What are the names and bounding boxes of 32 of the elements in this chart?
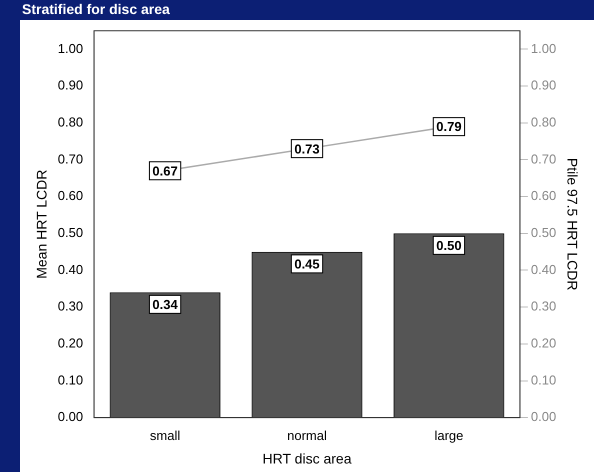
y2-tick-label: 0.90 <box>530 78 556 93</box>
y-tick-label: 0.90 <box>58 78 84 93</box>
y2-tick-label: 1.00 <box>530 40 556 56</box>
y-tick-label: 0.10 <box>58 372 84 388</box>
y-tick-label: 0.70 <box>58 151 84 166</box>
y-tick-label: 1.00 <box>58 40 84 56</box>
data-label: 0.45 <box>294 256 320 272</box>
y-tick-label: 0.00 <box>58 409 84 424</box>
y2-tick-label: 0.50 <box>530 224 556 240</box>
y2-tick-label: 0.00 <box>530 409 556 424</box>
y-tick-label: 0.50 <box>58 224 84 240</box>
y-tick-label: 0.20 <box>58 336 84 350</box>
y2-tick-label: 0.70 <box>530 151 556 166</box>
y-tick-label: 0.30 <box>58 298 84 314</box>
y2-tick-label: 0.40 <box>530 262 556 277</box>
chart-title: Stratified for disc area <box>22 0 170 18</box>
x-tick-label: small <box>150 428 180 443</box>
y2-tick-label: 0.80 <box>530 114 556 130</box>
y2-tick-label: 0.60 <box>530 188 556 204</box>
y-tick-label: 0.60 <box>58 188 84 204</box>
y2-axis-title: Ptile 97.5 HRT LCDR <box>564 158 581 290</box>
x-tick-label: large <box>434 428 464 443</box>
data-label: 0.34 <box>152 296 178 312</box>
y2-tick-label: 0.30 <box>530 298 556 314</box>
y2-tick-label: 0.10 <box>530 372 556 388</box>
y-tick-label: 0.80 <box>58 114 84 130</box>
y-tick-label: 0.40 <box>58 262 84 277</box>
y-axis-title: Mean HRT LCDR <box>33 170 50 279</box>
data-label: 0.50 <box>436 238 462 253</box>
x-axis-title: HRT disc area <box>262 450 352 466</box>
x-tick-label: normal <box>287 428 327 443</box>
y2-tick-label: 0.20 <box>530 336 556 350</box>
